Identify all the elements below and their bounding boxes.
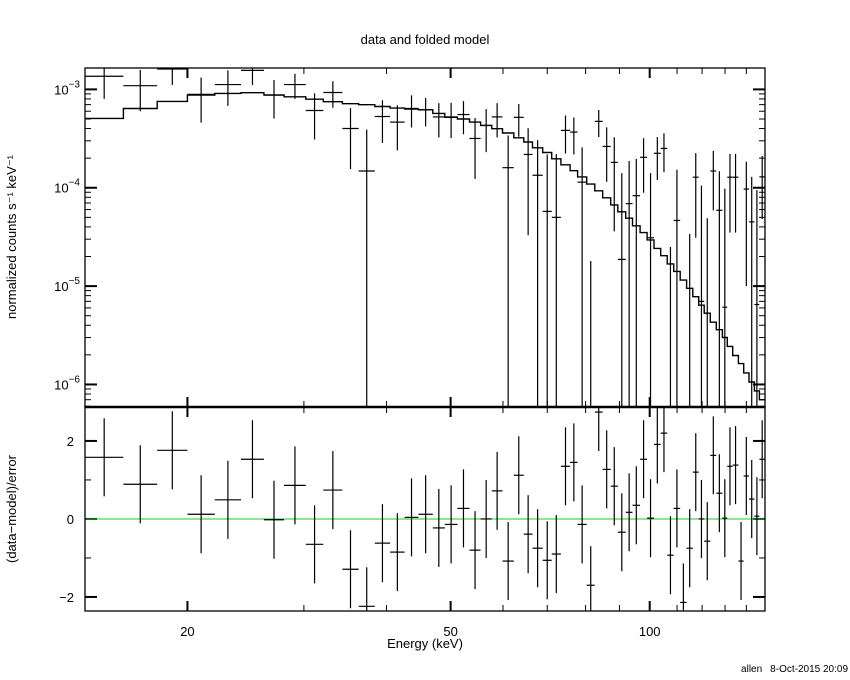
y-tick-label: 10−4 [54,178,80,196]
footer-user: allen [741,664,762,675]
y-axis-label-top: normalized counts s⁻¹ keV⁻¹ [4,154,19,319]
y-tick-base: 10 [54,377,68,392]
y-tick-exponent: −3 [69,79,81,90]
y-tick-base: 10 [54,82,68,97]
y-axis-label-bottom: (data−model)/error [4,454,19,563]
y-tick-exponent: −4 [69,178,81,189]
y-tick-label: 10−3 [54,79,80,97]
top-panel-frame [84,67,766,408]
chart-title: data and folded model [361,32,490,47]
y-tick-exponent: −5 [69,276,81,287]
y-tick-base: 10 [54,279,68,294]
x-axis-label: Energy (keV) [387,636,463,651]
y-tick-label: −2 [59,590,74,605]
y-tick-label: 10−5 [54,276,80,294]
footer-stamp: allen 8-Oct-2015 20:09 [741,664,848,675]
y-tick-label: 2 [67,434,74,449]
x-tick-label: 50 [443,624,457,639]
model-histogram [85,92,765,401]
footer-timestamp: 8-Oct-2015 20:09 [770,664,848,675]
y-tick-exponent: −6 [69,374,81,385]
y-tick-label: 10−6 [54,374,80,392]
x-tick-label: 20 [180,624,194,639]
residual-panel-frame [84,406,766,612]
x-tick-label: 100 [639,624,661,639]
y-tick-base: 10 [54,181,68,196]
y-tick-label: 0 [67,512,74,527]
